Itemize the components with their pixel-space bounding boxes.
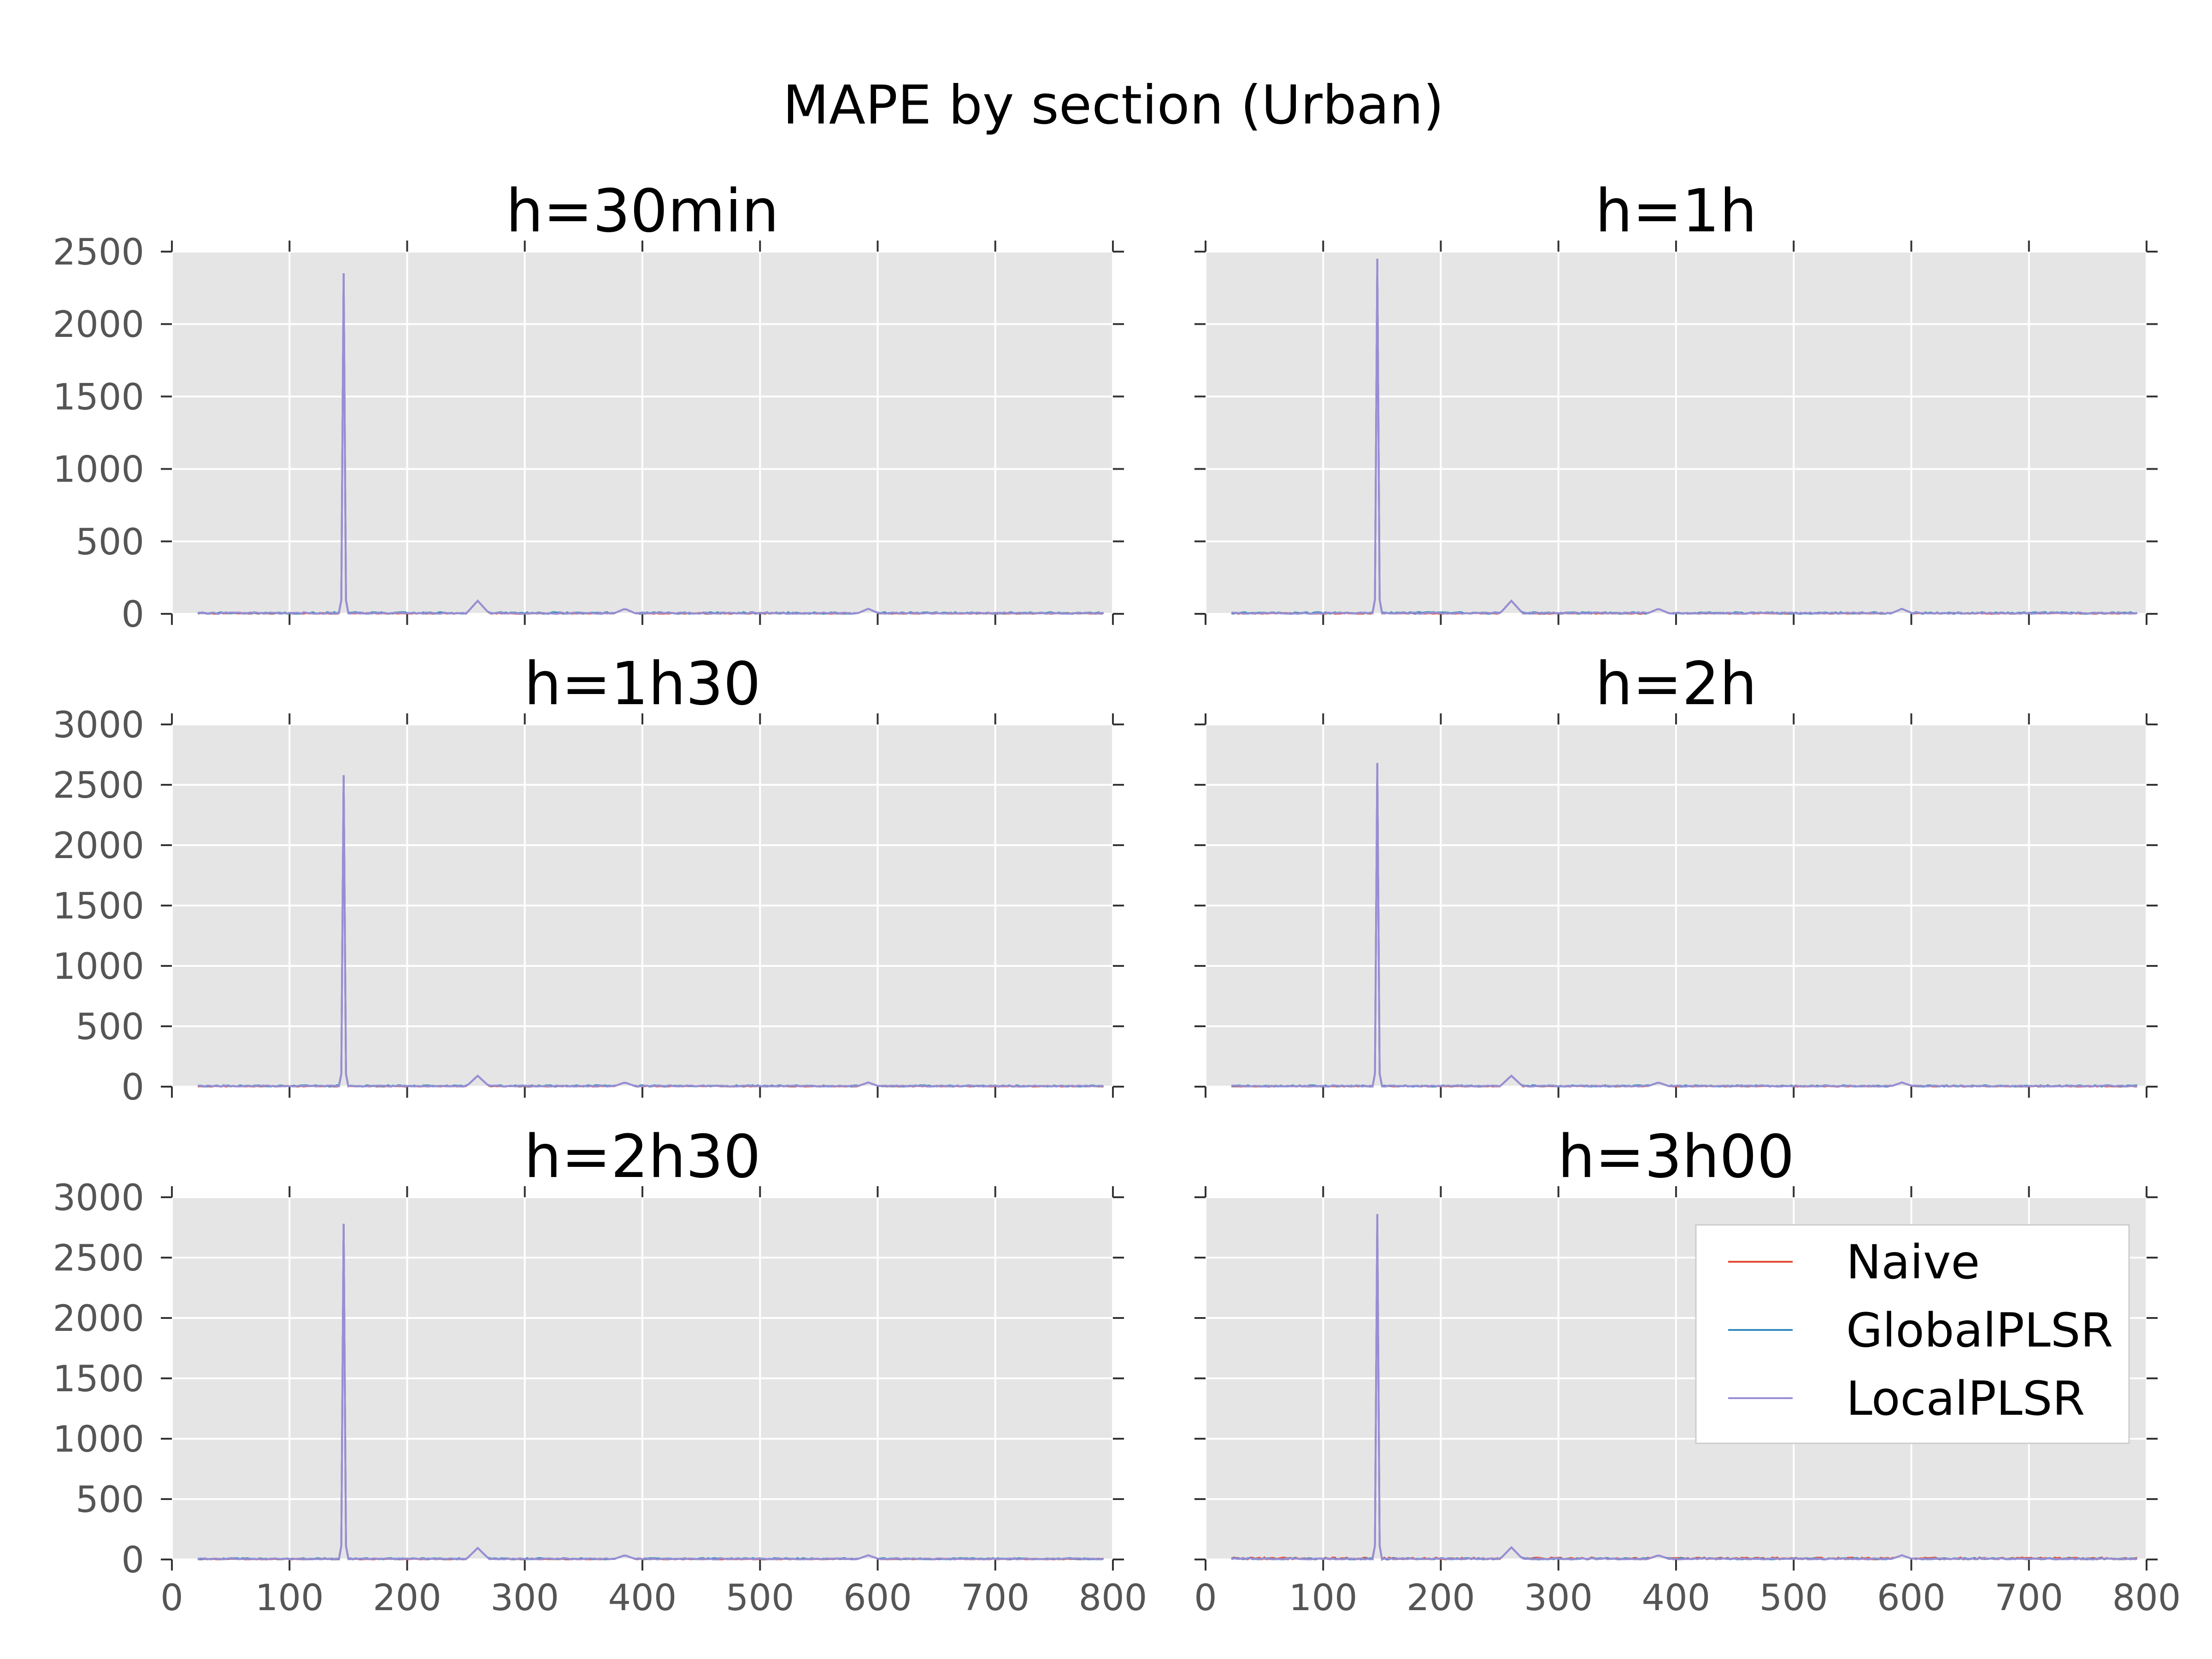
x-tick-label: 600 — [843, 1577, 912, 1619]
x-tick-label: 500 — [1759, 1577, 1828, 1619]
x-tick-label: 700 — [961, 1577, 1030, 1619]
legend: Naive GlobalPLSR LocalPLSR — [1695, 1224, 2130, 1444]
series-line-localplsr — [197, 1224, 1104, 1561]
x-tick-label: 300 — [490, 1577, 559, 1619]
x-tick-label: 200 — [1406, 1577, 1475, 1619]
legend-label-localplsr: LocalPLSR — [1846, 1371, 2085, 1426]
panel-6: 0 100 200 300 400 500 600 700 800 h=3h00 Naive Glob… — [1194, 1123, 2181, 1619]
y-tick-label: 2500 — [53, 1238, 144, 1279]
x-tick-label: 200 — [373, 1577, 441, 1619]
legend-label-naive: Naive — [1846, 1235, 1980, 1290]
x-tick-label: 100 — [255, 1577, 324, 1619]
y-tick-label: 1000 — [53, 449, 144, 491]
panel-1: 0 500 1000 1500 2000 2500 h=30min — [53, 177, 1124, 635]
series-line-localplsr — [198, 273, 1104, 615]
y-tick-label: 1000 — [53, 946, 144, 988]
y-tick-label: 0 — [121, 1540, 144, 1581]
y-tick-label: 3000 — [53, 1177, 144, 1219]
y-tick-label: 0 — [121, 594, 144, 635]
legend-label-globalplsr: GlobalPLSR — [1846, 1303, 2113, 1358]
x-tick-label: 500 — [726, 1577, 794, 1619]
series-line-localplsr — [1231, 763, 2138, 1088]
panel-title: h=30min — [506, 177, 779, 246]
y-tick-label: 0 — [121, 1067, 144, 1108]
series-line-localplsr — [1231, 1214, 2138, 1561]
series-line-localplsr — [198, 775, 1104, 1088]
panel-4: h=2h — [1194, 650, 2158, 1098]
y-tick-label: 2500 — [53, 232, 144, 273]
x-tick-label: 100 — [1289, 1577, 1358, 1619]
panel-title: h=1h30 — [524, 650, 761, 718]
panel-title: h=3h00 — [1558, 1123, 1794, 1191]
y-tick-label: 500 — [76, 522, 144, 563]
x-tick-label: 400 — [608, 1577, 677, 1619]
x-tick-label: 0 — [160, 1577, 183, 1619]
x-tick-label: 700 — [1994, 1577, 2063, 1619]
y-tick-label: 500 — [76, 1479, 144, 1521]
y-tick-label: 1500 — [53, 377, 144, 418]
y-tick-label: 2500 — [53, 765, 144, 806]
y-tick-label: 1500 — [53, 886, 144, 927]
x-tick-label: 600 — [1877, 1577, 1946, 1619]
y-tick-label: 500 — [76, 1006, 144, 1048]
panel-5: 0 100 200 300 400 500 600 700 800 0 500 1000 1500 200… — [53, 1123, 1147, 1619]
panel-title: h=2h30 — [524, 1123, 761, 1191]
y-tick-label: 2000 — [53, 825, 144, 867]
x-tick-label: 300 — [1524, 1577, 1593, 1619]
figure-title: MAPE by section (Urban) — [783, 74, 1444, 136]
panel-title: h=1h — [1595, 177, 1757, 246]
x-tick-label: 800 — [2112, 1577, 2181, 1619]
x-tick-label: 400 — [1642, 1577, 1711, 1619]
panel-3: 0 500 1000 1500 2000 2500 3000 h=1h30 — [53, 650, 1124, 1108]
panel-2: h=1h — [1194, 177, 2158, 625]
y-tick-label: 1500 — [53, 1359, 144, 1400]
y-tick-label: 2000 — [53, 304, 144, 346]
x-tick-label: 0 — [1194, 1577, 1217, 1619]
x-tick-label: 800 — [1079, 1577, 1147, 1619]
panel-title: h=2h — [1595, 650, 1757, 718]
y-tick-label: 1000 — [53, 1419, 144, 1460]
y-tick-label: 3000 — [53, 705, 144, 746]
series-line-localplsr — [1231, 259, 2138, 615]
y-tick-label: 2000 — [53, 1298, 144, 1340]
